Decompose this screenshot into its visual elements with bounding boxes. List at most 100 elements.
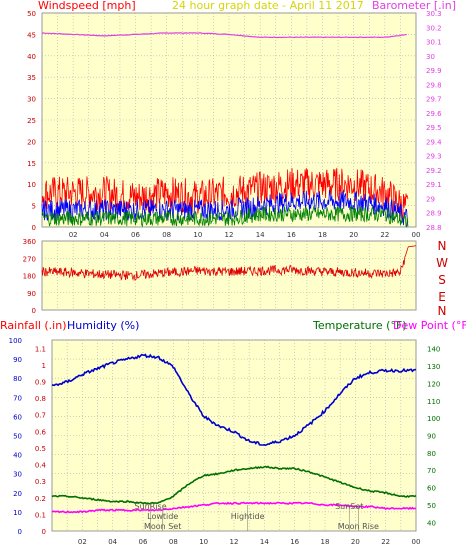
windspeed-tick-label: 10 <box>27 181 36 189</box>
humidity-tick-label: 70 <box>13 394 22 402</box>
humidity-x-tick-label: 18 <box>321 538 330 546</box>
wind-x-tick-label: 08 <box>162 231 171 239</box>
windspeed-tick-label: 30 <box>27 96 36 104</box>
wind-x-tick-label: 22 <box>380 231 389 239</box>
direction-tick-label: 360 <box>23 238 36 246</box>
barometer-tick-label: 29.6 <box>426 110 442 118</box>
event-marker-label: Moon Set <box>144 522 181 531</box>
humidity-line <box>51 353 417 447</box>
windspeed-tick-label: 50 <box>27 10 36 18</box>
temperature-tick-label: 110 <box>427 398 440 406</box>
windspeed-tick-label: 25 <box>27 117 36 125</box>
windspeed-tick-label: 0 <box>32 224 36 232</box>
humidity-axis-label: Humidity (%) <box>67 319 140 332</box>
windspeed-tick-label: 20 <box>27 138 36 146</box>
barometer-tick-label: 30.2 <box>426 24 442 32</box>
windspeed-tick-label: 5 <box>32 203 36 211</box>
rainfall-tick-label: 0.7 <box>35 412 46 420</box>
humidity-x-tick-label: 06 <box>139 538 148 546</box>
wind-x-tick-label: 06 <box>131 231 140 239</box>
humidity-x-tick-label: 02 <box>78 538 87 546</box>
temperature-tick-label: 50 <box>427 502 436 510</box>
humidity-x-tick-label: 00 <box>412 538 421 546</box>
wind-x-tick-label: 04 <box>100 231 109 239</box>
humidity-x-tick-label: 16 <box>290 538 299 546</box>
event-marker-label: SunSet <box>335 502 363 511</box>
direction-line <box>41 245 417 281</box>
humidity-tick-label: 40 <box>13 452 22 460</box>
barometer-tick-label: 29.5 <box>426 124 442 132</box>
temperature-tick-label: 120 <box>427 380 440 388</box>
humidity-x-tick-label: 12 <box>230 538 239 546</box>
direction-letter-w: W <box>436 256 448 270</box>
windspeed-line <box>41 167 409 223</box>
humidity-tick-label: 80 <box>13 375 22 383</box>
temperature-line <box>51 465 417 505</box>
temperature-tick-label: 40 <box>427 519 436 527</box>
barometer-axis-label: Barometer [.in] <box>372 0 456 12</box>
rainfall-tick-label: 0.4 <box>35 462 47 470</box>
direction-tick-label: 90 <box>27 290 36 298</box>
wind-x-tick-label: 14 <box>256 231 265 239</box>
barometer-tick-label: 29 <box>426 195 435 203</box>
rainfall-axis-label: Rainfall (.in) <box>0 319 67 332</box>
barometer-line <box>42 32 407 39</box>
direction-letter-s: S <box>438 273 446 287</box>
wind-x-tick-label: 02 <box>69 231 78 239</box>
barometer-tick-label: 29.3 <box>426 153 442 161</box>
barometer-tick-label: 28.8 <box>426 224 442 232</box>
humidity-x-tick-label: 04 <box>108 538 117 546</box>
barometer-tick-label: 29.2 <box>426 167 442 175</box>
humidity-tick-label: 100 <box>9 337 22 345</box>
dewpoint-line <box>51 501 417 514</box>
rainfall-tick-label: 1.1 <box>35 345 46 353</box>
barometer-tick-label: 29.4 <box>426 138 442 146</box>
humidity-x-tick-label: 10 <box>199 538 208 546</box>
rainfall-tick-label: 1 <box>42 362 46 370</box>
dewpoint-axis-label: Dew Point (°F) <box>393 319 466 332</box>
humidity-x-tick-label: 22 <box>381 538 390 546</box>
rainfall-tick-label: 0.8 <box>35 395 46 403</box>
humidity-tick-label: 50 <box>13 433 22 441</box>
temperature-tick-label: 130 <box>427 363 440 371</box>
windspeed-tick-label: 15 <box>27 160 36 168</box>
humidity-tick-label: 0 <box>18 528 22 536</box>
temperature-tick-label: 60 <box>427 485 436 493</box>
rainfall-tick-label: 0.6 <box>35 428 47 436</box>
humidity-x-tick-label: 20 <box>351 538 360 546</box>
humidity-tick-label: 60 <box>13 413 22 421</box>
direction-letter-n-bottom: N <box>437 304 447 318</box>
direction-tick-label: 270 <box>23 255 36 263</box>
windspeed-axis-label: Windspeed [mph] <box>38 0 136 12</box>
direction-tick-label: 0 <box>32 307 36 315</box>
barometer-tick-label: 29.9 <box>426 67 442 75</box>
barometer-tick-label: 29.1 <box>426 181 442 189</box>
humidity-x-tick-label: 14 <box>260 538 269 546</box>
barometer-tick-label: 30.3 <box>426 10 442 18</box>
windspeed-tick-label: 45 <box>27 31 36 39</box>
windavg-line <box>41 205 409 228</box>
wind-x-tick-label: 18 <box>318 231 327 239</box>
barometer-tick-label: 30.1 <box>426 39 442 47</box>
rainfall-tick-label: 0.5 <box>35 445 46 453</box>
event-marker-label: Hightide <box>231 512 265 521</box>
windspeed-tick-label: 35 <box>27 74 36 82</box>
wind-x-tick-label: 10 <box>193 231 202 239</box>
wind-x-tick-label: 12 <box>225 231 234 239</box>
temperature-tick-label: 80 <box>427 450 436 458</box>
barometer-tick-label: 30 <box>426 53 435 61</box>
event-marker-label: Moon Rise <box>338 522 379 531</box>
humidity-x-tick-label: 08 <box>169 538 178 546</box>
rainfall-tick-label: 0 <box>42 528 46 536</box>
wind-x-tick-label: 20 <box>349 231 358 239</box>
windspeed-tick-label: 40 <box>27 53 36 61</box>
temperature-tick-label: 70 <box>427 467 436 475</box>
wind-x-tick-label: 00 <box>412 231 421 239</box>
humidity-tick-label: 20 <box>13 490 22 498</box>
rainfall-tick-label: 0.9 <box>35 379 46 387</box>
wind-x-tick-label: 16 <box>287 231 296 239</box>
barometer-tick-label: 28.9 <box>426 210 442 218</box>
humidity-tick-label: 10 <box>13 509 22 517</box>
